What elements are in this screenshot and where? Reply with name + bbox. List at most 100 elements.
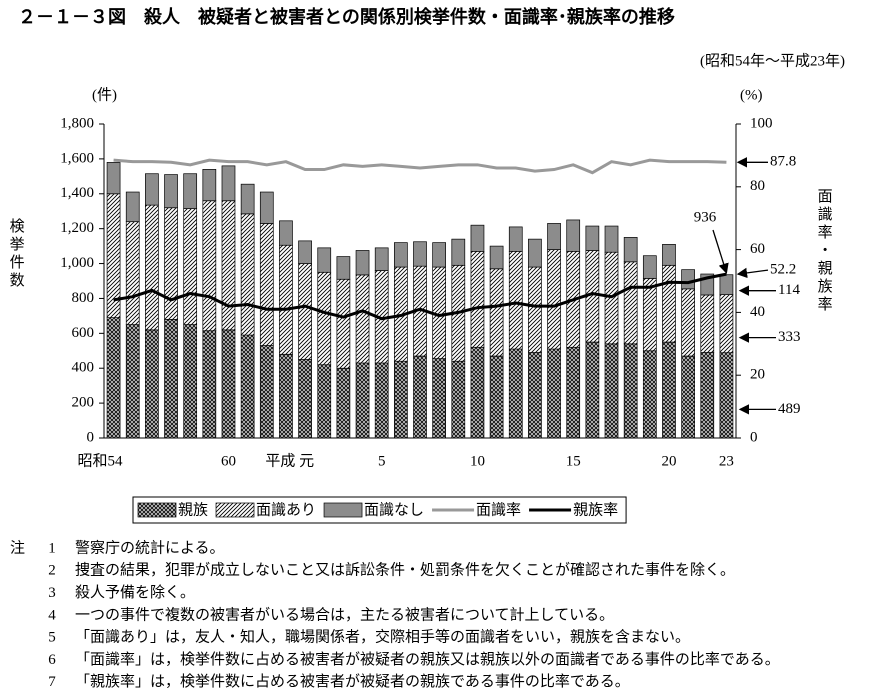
notes: 注 1 警察庁の統計による。 2 捜査の結果，犯罪が成立しないこと又は訴訟条件・処罰条… [10, 538, 780, 690]
annotation-label: 489 [778, 401, 801, 417]
x-tick-label: 昭和54 [78, 452, 124, 469]
bar-segment [681, 269, 695, 290]
bar-segment [202, 200, 217, 332]
note-number: 1 [48, 540, 56, 556]
bar-segment [508, 348, 523, 439]
bar-segment [642, 350, 657, 439]
bar-segment [355, 274, 370, 364]
bar-segment [221, 165, 236, 202]
bar-segment [336, 367, 351, 439]
y2-unit: (%) [740, 87, 763, 103]
y-tick-label: 1,000 [60, 255, 94, 271]
bar-segment [393, 360, 408, 439]
x-tick-label: 60 [221, 453, 236, 469]
bar-segment [125, 324, 140, 439]
bar-segment [432, 358, 447, 439]
bar-segment [489, 355, 504, 439]
bar-segment [528, 238, 542, 268]
annotation-label: 87.8 [770, 154, 796, 170]
bar-segment [279, 220, 293, 246]
legend-swatch [137, 502, 177, 518]
legend-label: 面識なし [364, 501, 424, 518]
bar-segment [604, 225, 619, 253]
bar-segment [585, 225, 600, 251]
bar-segment [240, 183, 255, 215]
y-tick-label: 800 [72, 290, 95, 306]
bar-segment [413, 355, 427, 439]
x-tick-label: 23 [719, 453, 734, 469]
bar-segment [164, 319, 178, 439]
y2-tick-label: 20 [750, 367, 765, 383]
y2-tick-label: 0 [750, 429, 758, 445]
bar-segment [547, 348, 561, 439]
y-tick-label: 600 [72, 325, 95, 341]
bar-segment [566, 346, 581, 439]
note-number: 6 [48, 652, 56, 668]
bar-segment [259, 191, 274, 224]
bar-segment [298, 240, 312, 264]
bar-segment [336, 278, 351, 369]
y-tick-label: 1,800 [60, 115, 94, 131]
legend-swatch [323, 502, 363, 518]
bar-segment [719, 274, 734, 295]
legend-label: 面識率 [476, 501, 521, 518]
bar-segment [317, 364, 332, 439]
bar-segment [125, 191, 140, 223]
note-number: 7 [48, 674, 56, 690]
bar-segment [298, 359, 312, 439]
bar-segment [623, 343, 638, 439]
bar-segment [642, 278, 657, 352]
line-series [113, 272, 727, 321]
y-tick-label: 1,200 [60, 220, 94, 236]
bar-segment [451, 360, 466, 439]
bar-segment [106, 317, 121, 439]
note-text: 捜査の結果，犯罪が成立しないこと又は訴訟条件・処罰条件を欠くことが確認された事件… [75, 562, 735, 579]
annotation-label: 936 [694, 209, 717, 225]
legend: 親族 面識あり 面識なし 面識率 親族率 [132, 496, 627, 524]
legend-swatch [215, 502, 255, 518]
note-text: 警察庁の統計による。 [75, 538, 225, 556]
bar-segment [700, 294, 715, 353]
bar-segment [489, 245, 504, 270]
note-number: 4 [48, 607, 56, 623]
bar-segment [662, 264, 676, 343]
chart-title: ２－１－３図 殺人 被疑者と被害者との関係別検挙件数・面識率･親族率の推移 [18, 6, 675, 28]
y2-tick-label: 60 [750, 241, 765, 257]
annotation-arrow [736, 267, 769, 279]
bar-segment [145, 329, 159, 439]
x-tick-label: 20 [661, 453, 676, 469]
bar-segment [164, 207, 178, 320]
bar-segment [183, 208, 198, 325]
x-tick-label: 5 [378, 453, 386, 469]
bar-segment [719, 352, 734, 439]
bar-segment [662, 244, 676, 266]
bar-segment [183, 324, 198, 439]
bar-segment [700, 352, 715, 439]
note-text: 殺人予備を除く。 [75, 584, 195, 601]
bar-segment [106, 162, 121, 195]
legend-label: 親族 [178, 501, 208, 518]
bar-segment [528, 352, 542, 439]
note-number: 2 [48, 563, 56, 579]
bar-segment [604, 343, 619, 439]
note-text: 「面識率」は，検挙件数に占める被害者が被疑者の親族又は親族以外の面識者である事件… [75, 651, 780, 668]
annotation-arrow [712, 229, 729, 274]
bar-segment [451, 238, 466, 266]
legend-label: 面識あり [256, 501, 316, 518]
bar-segment [719, 294, 734, 354]
legend-box [132, 496, 627, 524]
bar-segment [317, 271, 332, 366]
bar-segment [585, 341, 600, 439]
note-number: 5 [48, 630, 56, 646]
bar-segment [374, 247, 389, 271]
bar-segment [547, 223, 561, 250]
bar-segment [393, 242, 408, 268]
bar-segment [355, 362, 370, 439]
legend-label: 親族率 [573, 501, 618, 518]
bar-segment [623, 261, 638, 345]
y2-axis-title: 面識率・親族率 [816, 188, 833, 314]
y2-tick-label: 80 [750, 178, 765, 194]
notes-label: 注 [10, 539, 25, 556]
bar-segment [528, 266, 542, 353]
bar-segment [566, 219, 581, 252]
